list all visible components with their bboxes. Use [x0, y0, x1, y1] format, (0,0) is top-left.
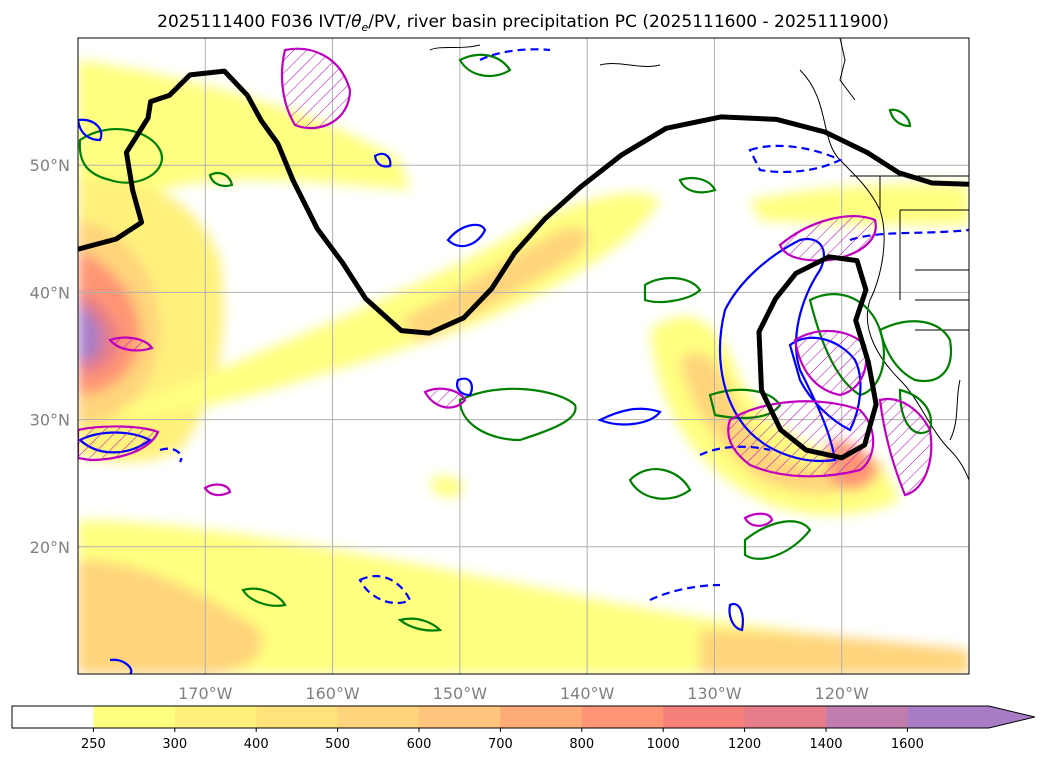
- colorbar-tick-label: 800: [569, 737, 594, 752]
- colorbar-swatch: [256, 706, 339, 728]
- pv-line-main: [78, 68, 969, 336]
- colorbar-tick-label: 600: [407, 737, 432, 752]
- colorbar-swatch: [744, 706, 827, 728]
- colorbar-tick-label: 1600: [891, 737, 924, 752]
- pv-line-closed: [756, 254, 879, 461]
- colorbar-swatch: [581, 706, 664, 728]
- graticule: [78, 38, 969, 674]
- lon-tick-label: 150°W: [433, 684, 488, 703]
- colorbar-swatch: [826, 706, 908, 728]
- map-area: [78, 38, 969, 674]
- colorbar-swatch: [419, 706, 501, 728]
- colorbar-swatch: [93, 706, 176, 728]
- theta-e-negative-contours: [159, 48, 969, 605]
- colorbar-swatch: [174, 706, 257, 728]
- colorbar-swatch: [907, 706, 990, 728]
- colorbar-swatch: [500, 706, 583, 728]
- colorbar: 250 300 400 500 600 700 800 1000 1200 1400 1600: [11, 705, 1035, 752]
- chart-title: 2025111400 F036 IVT/θe/PV, river basin p…: [157, 12, 889, 34]
- colorbar-outline: [11, 705, 1035, 729]
- pv-contour: [78, 68, 969, 461]
- axis-tick-labels: 170°W 160°W 150°W 140°W 130°W 120°W 20°N 30°N 40…: [30, 156, 869, 703]
- colorbar-tick-label: 400: [244, 737, 269, 752]
- colorbar-swatch: [337, 706, 420, 728]
- colorbar-under: [12, 706, 94, 728]
- lon-tick-label: 160°W: [305, 684, 360, 703]
- pv-hatched-regions: [78, 47, 933, 527]
- colorbar-tick-label: 700: [488, 737, 513, 752]
- colorbar-tick-label: 300: [162, 737, 187, 752]
- colorbar-tick-label: 1000: [647, 737, 680, 752]
- lon-tick-label: 140°W: [560, 684, 615, 703]
- lat-tick-label: 40°N: [30, 283, 70, 302]
- lon-tick-label: 120°W: [815, 684, 870, 703]
- lat-tick-label: 20°N: [30, 538, 70, 557]
- lon-tick-label: 130°W: [687, 684, 742, 703]
- colorbar-swatch: [663, 706, 746, 728]
- colorbar-tick-label: 250: [81, 737, 106, 752]
- colorbar-tick-label: 500: [325, 737, 350, 752]
- lat-tick-label: 50°N: [30, 156, 70, 175]
- colorbar-tick-label: 1200: [728, 737, 761, 752]
- lon-tick-label: 170°W: [178, 684, 233, 703]
- lat-tick-label: 30°N: [30, 411, 70, 430]
- coastlines: [429, 38, 969, 481]
- colorbar-extend-arrow: [988, 706, 1035, 728]
- colorbar-tick-label: 1400: [809, 737, 842, 752]
- map-frame: [77, 37, 970, 675]
- ivt-shading: [78, 60, 969, 674]
